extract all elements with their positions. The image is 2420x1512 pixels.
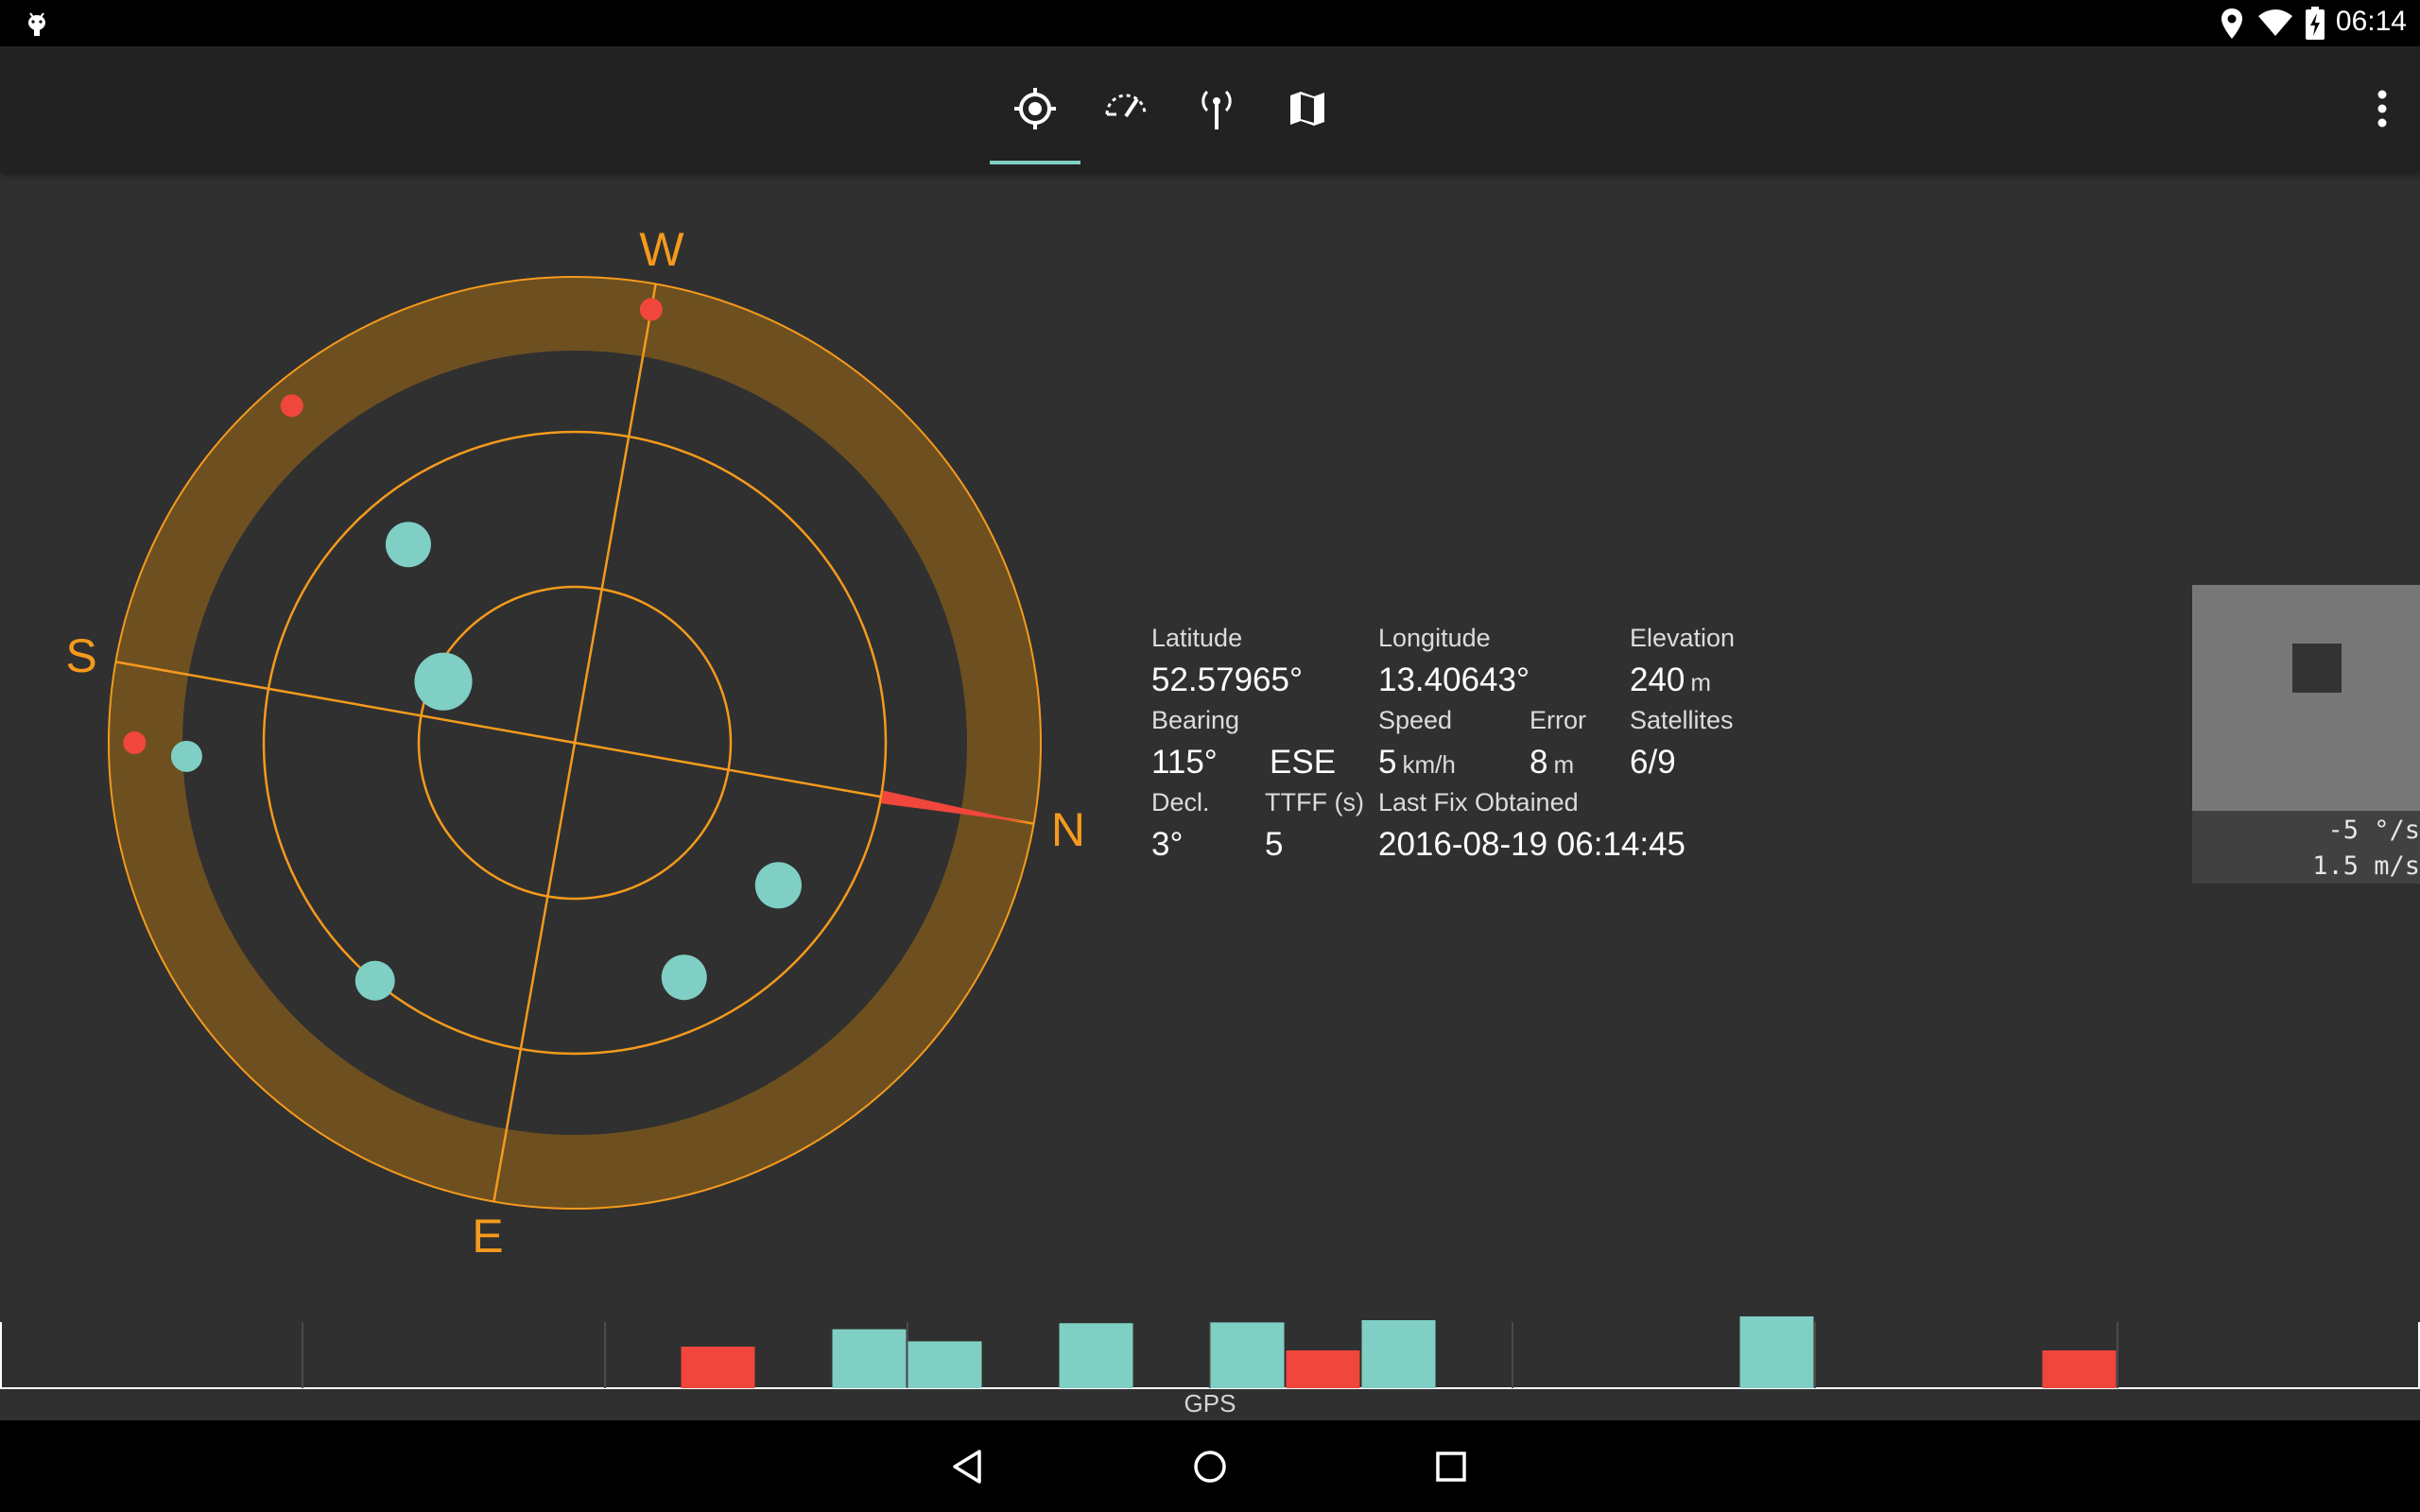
satellite-marker (639, 298, 663, 321)
satellites-value: 6/9 (1630, 744, 1676, 781)
satellite-marker (385, 522, 431, 568)
ttff-label: TTFF (s) (1265, 788, 1364, 816)
tab-speed[interactable] (1080, 46, 1171, 171)
tab-map[interactable] (1262, 46, 1353, 171)
satellite-sky-view: N E S W (65, 223, 1085, 1263)
speedometer-icon (1105, 94, 1147, 118)
elevation-value: 240 m (1630, 662, 1711, 699)
signal-bar (1361, 1320, 1436, 1388)
bearing-value: 115° (1151, 744, 1218, 781)
elevation-number: 240 (1630, 662, 1685, 698)
north-pointer (880, 790, 1029, 823)
recents-icon (1436, 1452, 1466, 1482)
signal-bar (832, 1329, 907, 1388)
declination-label: Decl. (1151, 788, 1210, 816)
motion-widget: -5 °/s 1.5 m/s (2192, 585, 2420, 884)
elevation-unit: m (1690, 668, 1712, 696)
home-button[interactable] (1173, 1430, 1247, 1503)
elevation-label: Elevation (1630, 624, 1736, 652)
toolbar (0, 46, 2420, 171)
tab-selected-indicator (990, 161, 1080, 164)
error-number: 8 (1530, 744, 1548, 781)
back-button[interactable] (931, 1430, 1005, 1503)
constellation-label: GPS (1184, 1389, 1236, 1418)
signal-bar (1210, 1322, 1285, 1388)
satellite-marker (123, 731, 147, 754)
latitude-label: Latitude (1151, 624, 1243, 652)
map-icon (1290, 92, 1324, 126)
radar-axis-ew (493, 284, 657, 1202)
home-icon (1194, 1451, 1226, 1483)
tab-signal[interactable] (1171, 46, 1262, 171)
more-vert-icon (2377, 90, 2387, 128)
satellite-marker (280, 394, 303, 418)
satellite-marker (354, 960, 395, 1001)
tab-status[interactable] (990, 46, 1080, 171)
wifi-icon (2258, 9, 2292, 36)
status-bar: 06:14 (0, 0, 2420, 46)
signal-bar (2042, 1350, 2117, 1388)
last-fix-value: 2016-08-19 06:14:45 (1378, 826, 1685, 863)
satellite-marker (661, 954, 707, 1001)
status-time: 06:14 (2335, 6, 2407, 37)
compass-label-s: S (65, 629, 96, 682)
overflow-menu-button[interactable] (2352, 77, 2412, 140)
signal-bar (1739, 1316, 1814, 1388)
latitude-value: 52.57965° (1151, 662, 1303, 698)
last-fix-label: Last Fix Obtained (1378, 788, 1579, 816)
satellites-label: Satellites (1630, 706, 1734, 734)
gps-fix-icon (1014, 88, 1056, 129)
recents-button[interactable] (1414, 1430, 1488, 1503)
declination-value: 3° (1151, 826, 1184, 863)
compass-label-e: E (472, 1210, 503, 1263)
rotation-rate: -5 °/s (2327, 816, 2420, 845)
longitude-value: 13.40643° (1378, 662, 1530, 698)
speed-label: Speed (1378, 706, 1453, 734)
bearing-label: Bearing (1151, 706, 1240, 734)
satellite-marker (170, 740, 202, 772)
signal-bar (908, 1341, 982, 1388)
radar-ring-67 (417, 585, 733, 901)
signal-bar (1059, 1323, 1133, 1388)
compass-label-n: N (1051, 803, 1085, 856)
satellite-marker (754, 862, 802, 909)
error-unit: m (1553, 750, 1575, 779)
satellite-marker (414, 652, 473, 711)
error-label: Error (1530, 706, 1586, 734)
signal-strength-chart (0, 1316, 2420, 1389)
motion-marker (2292, 644, 2342, 693)
bearing-cardinal: ESE (1270, 744, 1337, 781)
radar-ring-45 (262, 430, 888, 1056)
motion-speed: 1.5 m/s (2312, 851, 2420, 881)
signal-bar (1286, 1350, 1360, 1388)
signal-bar (681, 1347, 755, 1388)
back-icon (953, 1450, 981, 1484)
battery-charging-icon (2306, 7, 2325, 40)
speed-value: 5 km/h (1378, 744, 1456, 782)
longitude-label: Longitude (1378, 624, 1491, 652)
location-icon (2221, 9, 2242, 39)
speed-unit: km/h (1402, 750, 1456, 779)
navigation-bar (0, 1420, 2420, 1512)
antenna-icon (1201, 90, 1232, 129)
speed-number: 5 (1378, 744, 1397, 781)
ttff-value: 5 (1265, 826, 1284, 863)
android-debug-icon (28, 12, 45, 36)
motion-preview (2192, 585, 2420, 811)
compass-label-w: W (639, 223, 684, 276)
